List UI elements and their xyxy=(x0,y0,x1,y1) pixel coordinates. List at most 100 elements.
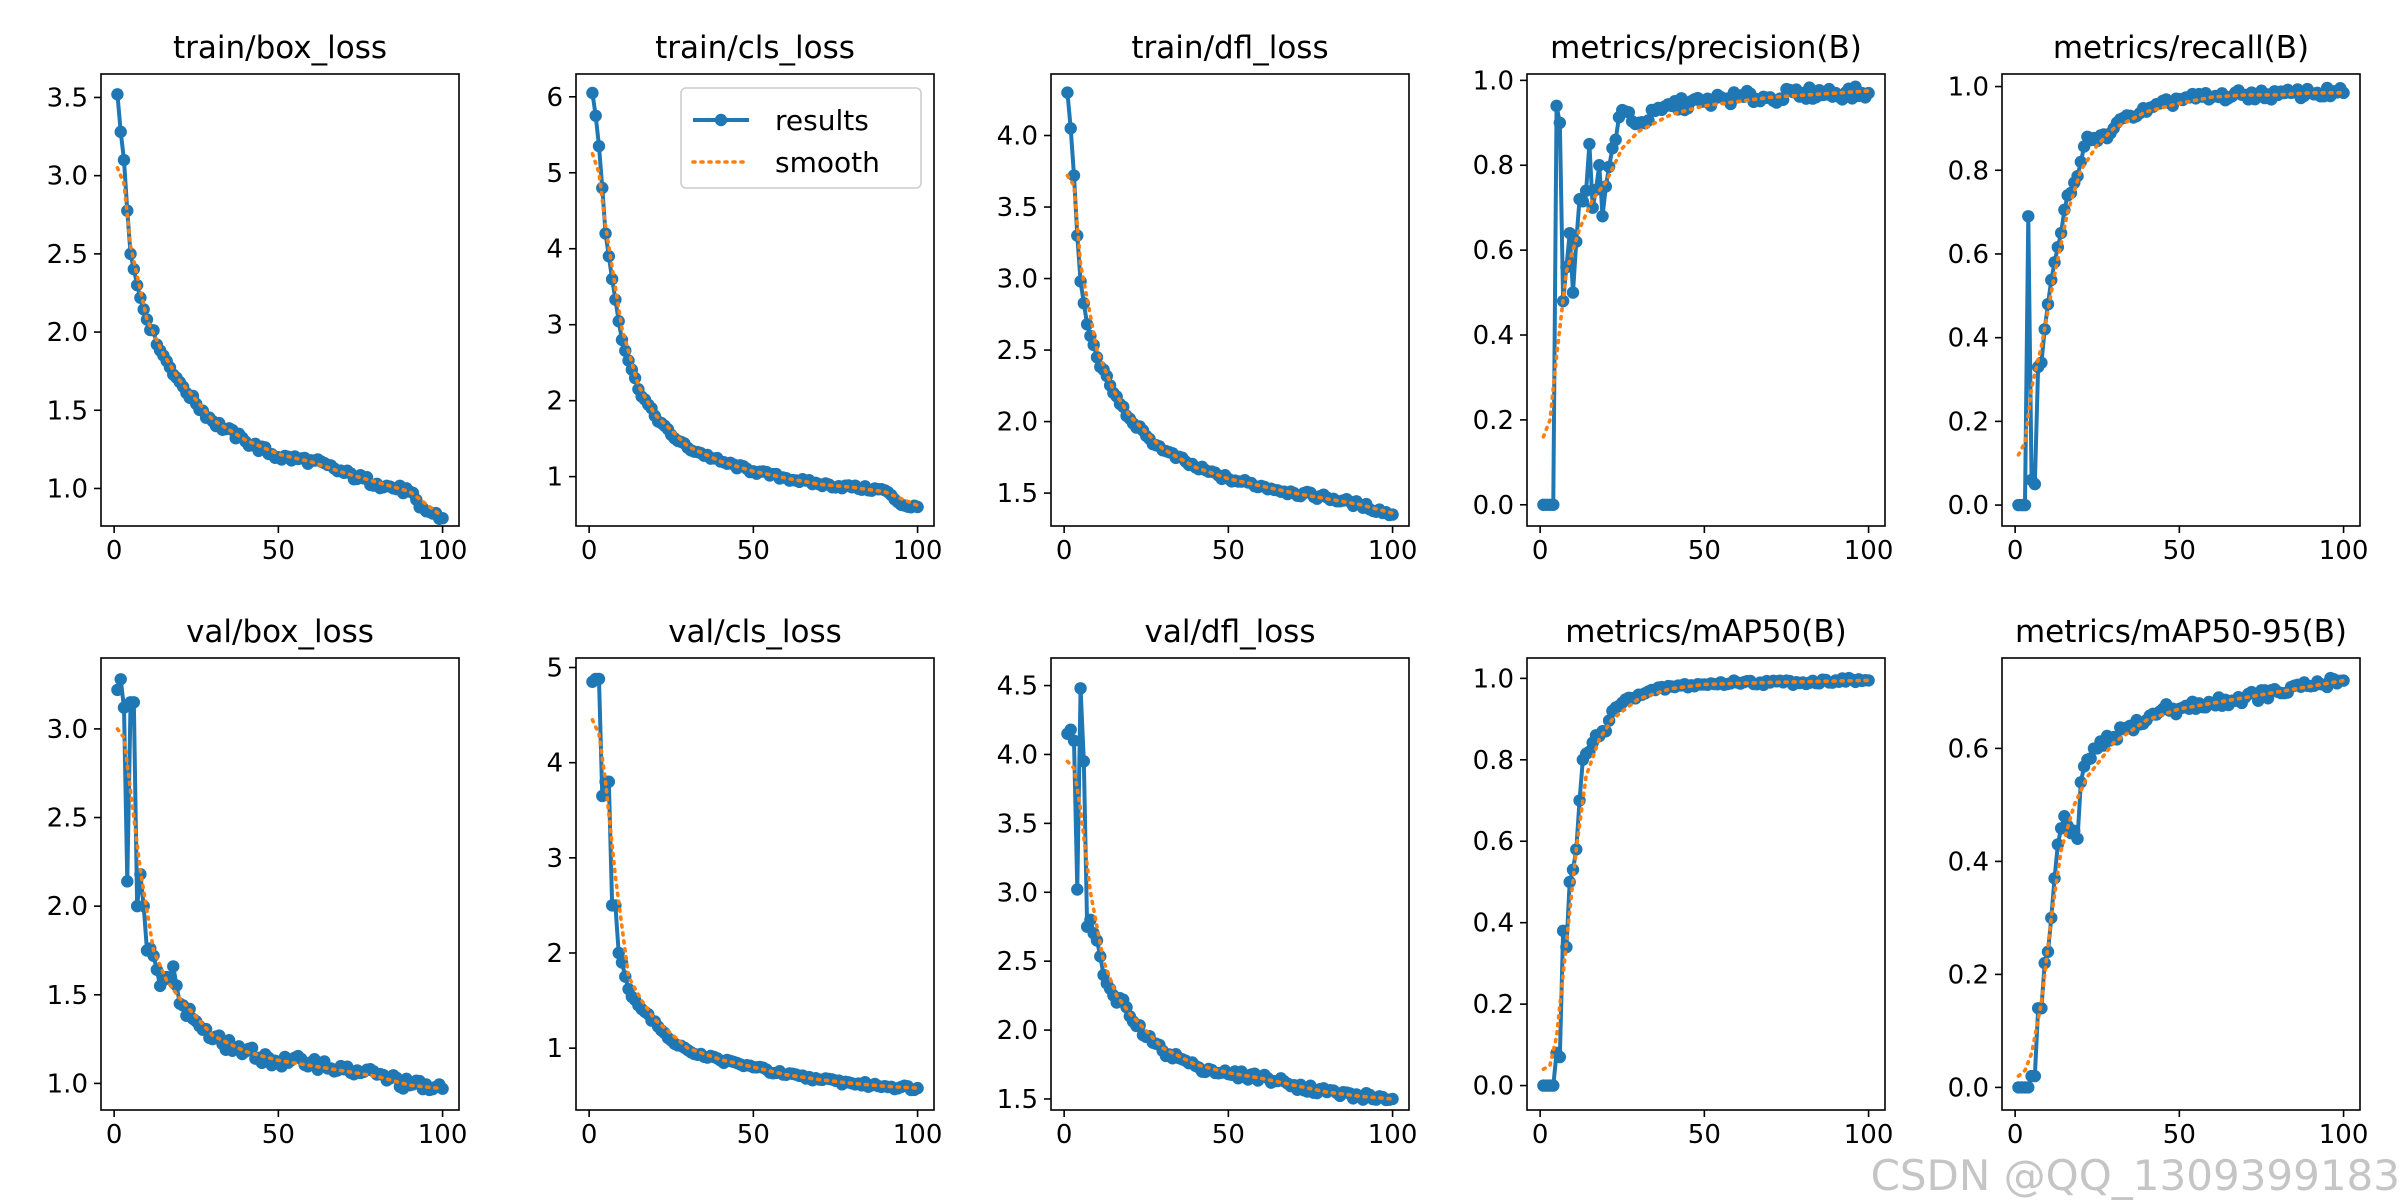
subplot-title: metrics/mAP50(B) xyxy=(1565,614,1846,650)
y-tick-label: 0.2 xyxy=(1948,407,1989,437)
x-tick-label: 50 xyxy=(1688,1120,1721,1150)
results-point xyxy=(2028,477,2042,491)
x-tick-label: 100 xyxy=(418,536,468,566)
smooth-line xyxy=(1065,759,1395,1101)
smooth-series xyxy=(1541,89,1871,439)
axes-frame xyxy=(575,657,935,1111)
results-point xyxy=(2018,498,2032,512)
results-point xyxy=(1386,1092,1399,1106)
subplot-train-box-loss: train/box_loss 0 50 100 1.0 1.5 2.0 2.5 3.0 3.5 xyxy=(47,30,468,566)
results-point xyxy=(911,1081,924,1095)
results-series xyxy=(111,673,449,1097)
subplot-title: train/cls_loss xyxy=(655,30,855,66)
results-point xyxy=(1071,229,1084,242)
x-tick-label: 0 xyxy=(2007,536,2024,566)
y-tick-label: 3.0 xyxy=(997,265,1038,295)
legend-results-label: results xyxy=(775,104,869,137)
subplot-metrics-map50-95-b: metrics/mAP50-95(B) 0 50 100 0.0 0.2 0.4 0.6 xyxy=(1948,614,2369,1150)
smooth-series xyxy=(2016,91,2346,457)
results-point xyxy=(1803,81,1816,94)
results-point xyxy=(911,500,924,514)
results-point xyxy=(1094,950,1107,963)
y-tick-label: 4.0 xyxy=(997,122,1038,152)
y-tick-label: 3.5 xyxy=(997,193,1038,223)
smooth-series xyxy=(1065,759,1395,1101)
y-tick-label: 2.0 xyxy=(997,408,1038,438)
results-point xyxy=(2074,776,2088,789)
results-point xyxy=(1386,508,1399,521)
x-tick-label: 0 xyxy=(1532,536,1549,566)
results-point xyxy=(1550,99,1563,113)
y-tick-label: 1.5 xyxy=(47,396,88,426)
y-tick-label: 4 xyxy=(546,749,563,779)
results-point xyxy=(1589,183,1603,196)
y-tick-label: 0.0 xyxy=(1473,1072,1514,1102)
results-point xyxy=(121,204,134,217)
results-point xyxy=(1602,714,1616,727)
axes-frame xyxy=(1526,657,1886,1111)
results-point xyxy=(1576,195,1590,208)
x-tick-label: 50 xyxy=(737,536,770,566)
results-point xyxy=(1642,114,1655,127)
y-tick-label: 0.8 xyxy=(1948,156,1989,186)
subplot-train-dfl-loss: train/dfl_loss 0 50 100 1.5 2.0 2.5 3.0 3.5 4.0 xyxy=(997,30,1418,566)
watermark-text: CSDN @QQ_1309399183 xyxy=(1870,1151,2400,1200)
subplot-title: val/box_loss xyxy=(186,614,374,650)
y-tick-label: 2.5 xyxy=(47,804,88,834)
results-point xyxy=(1563,226,1576,240)
x-tick-label: 100 xyxy=(418,1120,468,1150)
results-point xyxy=(612,946,625,960)
y-tick-label: 2.0 xyxy=(997,1016,1038,1046)
x-tick-label: 100 xyxy=(1844,1120,1894,1150)
results-point xyxy=(586,86,599,100)
results-point xyxy=(111,683,124,697)
results-point xyxy=(1077,755,1091,768)
results-line xyxy=(591,676,919,1092)
y-tick-label: 2.0 xyxy=(47,892,88,922)
y-tick-label: 2.5 xyxy=(47,240,88,270)
y-tick-label: 1.0 xyxy=(1473,66,1514,96)
x-tick-label: 50 xyxy=(262,1120,295,1150)
results-point xyxy=(134,868,147,881)
y-tick-label: 0.8 xyxy=(1473,151,1514,181)
results-point xyxy=(1675,92,1688,105)
results-point xyxy=(1553,116,1567,130)
y-tick-label: 1.0 xyxy=(1948,73,1989,103)
x-tick-label: 50 xyxy=(1212,536,1245,566)
x-tick-label: 100 xyxy=(2319,536,2369,566)
axes-frame xyxy=(2001,73,2361,527)
axes-frame xyxy=(100,657,460,1111)
smooth-line xyxy=(1541,89,1871,439)
results-point xyxy=(167,960,180,973)
subplot-title: val/dfl_loss xyxy=(1145,614,1316,650)
x-tick-label: 100 xyxy=(893,536,943,566)
y-tick-label: 2.5 xyxy=(997,336,1038,366)
results-point xyxy=(436,1082,449,1095)
y-tick-label: 0.2 xyxy=(1473,990,1514,1020)
results-point xyxy=(1547,1079,1560,1092)
smooth-series xyxy=(590,718,920,1090)
x-tick-label: 0 xyxy=(581,536,598,566)
y-tick-label: 0.0 xyxy=(1948,491,1989,521)
subplot-title: val/cls_loss xyxy=(668,614,842,650)
results-line xyxy=(1065,92,1393,517)
y-tick-label: 0.0 xyxy=(1473,491,1514,521)
results-point xyxy=(1064,122,1077,135)
y-tick-label: 6 xyxy=(546,83,563,113)
y-tick-label: 3 xyxy=(546,311,563,341)
y-tick-label: 2 xyxy=(546,387,563,417)
y-tick-label: 1 xyxy=(546,1034,563,1064)
results-series xyxy=(1061,682,1399,1107)
results-point xyxy=(1599,180,1613,193)
subplot-title: metrics/recall(B) xyxy=(2053,30,2309,66)
y-tick-label: 0.4 xyxy=(1948,324,1989,354)
results-point xyxy=(2022,210,2035,223)
smooth-series xyxy=(1541,678,1871,1072)
legend-results-marker xyxy=(714,113,728,127)
smooth-line xyxy=(1541,678,1871,1072)
smooth-series xyxy=(115,166,445,519)
smooth-series xyxy=(2016,678,2346,1078)
results-point xyxy=(1583,137,1596,151)
smooth-series xyxy=(590,151,920,508)
y-tick-label: 5 xyxy=(546,159,563,189)
